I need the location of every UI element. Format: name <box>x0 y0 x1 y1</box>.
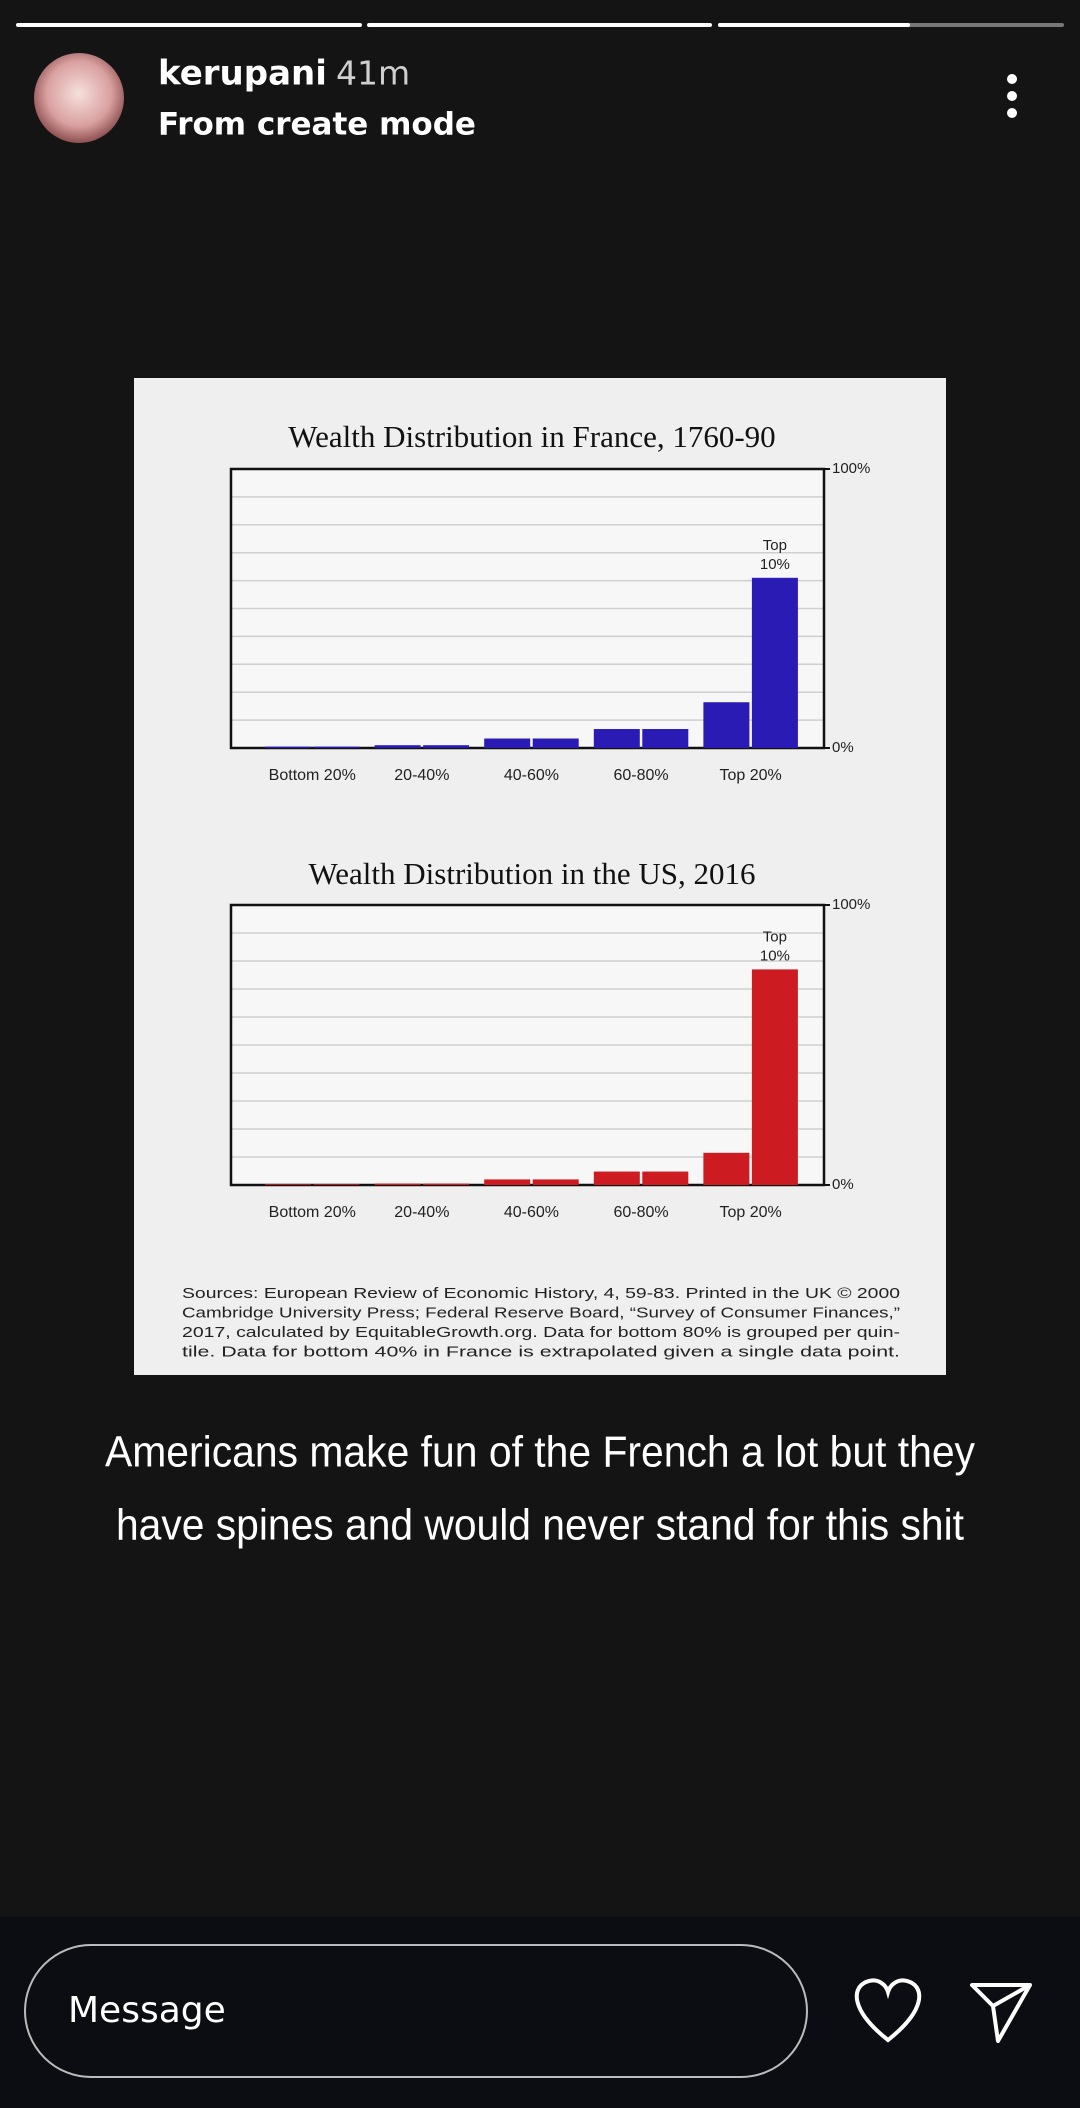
charts: Wealth Distribution in France, 1760-90 0%… <box>229 419 870 1221</box>
menu[interactable] <box>1007 74 1017 118</box>
caption-line: have spines and would never stand for th… <box>116 1501 964 1550</box>
message-input[interactable] <box>24 1944 808 2078</box>
bar <box>374 1183 421 1185</box>
progress-segment <box>367 23 712 27</box>
progress-segment <box>16 23 362 27</box>
x-tick-label: 40-60% <box>504 767 559 784</box>
x-tick-label: 20-40% <box>394 767 449 784</box>
chart-title: Wealth Distribution in France, 1760-90 <box>288 419 775 454</box>
sources-line: tile. Data for bottom 40% in France is e… <box>182 1343 900 1360</box>
message-placeholder[interactable]: Message <box>68 1990 226 2031</box>
annotation: Top <box>763 928 787 945</box>
x-tick-label: 20-40% <box>394 1204 449 1221</box>
time: 41m <box>336 54 410 93</box>
y-tick-label: 100% <box>832 460 870 477</box>
x-tick-label: Top 20% <box>720 1204 782 1221</box>
subtitle: From create mode <box>158 107 476 143</box>
bar <box>642 729 689 748</box>
bar <box>423 745 470 748</box>
y-tick-label: 100% <box>832 896 870 913</box>
sources: Sources: European Review of Economic His… <box>182 1285 900 1361</box>
y-tick-label: 0% <box>832 1176 854 1193</box>
bar <box>374 745 421 748</box>
bar <box>532 1179 579 1185</box>
caption: Americans make fun of the French a lot b… <box>105 1428 975 1550</box>
bar <box>484 1179 531 1185</box>
x-tick-label: 60-80% <box>613 767 668 784</box>
annotation: Top <box>763 537 787 554</box>
bar <box>313 1184 360 1185</box>
username[interactable]: kerupani <box>158 54 327 94</box>
bar <box>751 577 798 748</box>
sources-line: 2017, calculated by EquitableGrowth.org.… <box>182 1324 900 1341</box>
bar <box>423 1183 470 1185</box>
x-tick-label: 40-60% <box>504 1204 559 1221</box>
avatar[interactable] <box>34 53 124 143</box>
bar <box>484 738 531 748</box>
bar <box>265 1184 311 1185</box>
bar <box>593 1171 640 1185</box>
sources-line: Sources: European Review of Economic His… <box>182 1285 900 1302</box>
x-tick-label: Bottom 20% <box>269 1204 356 1221</box>
bar <box>313 746 360 748</box>
annotation: 10% <box>760 556 790 573</box>
bar <box>703 1152 750 1185</box>
bar <box>751 969 798 1185</box>
bar <box>593 729 640 748</box>
send-button[interactable] <box>970 1983 1032 2043</box>
x-tick-label: Bottom 20% <box>269 767 356 784</box>
chart-title: Wealth Distribution in the US, 2016 <box>309 856 756 891</box>
bar <box>642 1171 689 1185</box>
bar <box>703 702 750 748</box>
x-tick-label: 60-80% <box>613 1204 668 1221</box>
y-tick-label: 0% <box>832 739 854 756</box>
bar <box>265 746 311 748</box>
like-button[interactable] <box>854 1978 922 2043</box>
caption-line: Americans make fun of the French a lot b… <box>105 1428 975 1477</box>
x-tick-label: Top 20% <box>720 767 782 784</box>
progress-fill <box>718 23 910 27</box>
annotation: 10% <box>760 947 790 964</box>
bar <box>532 738 579 748</box>
sources-line: Cambridge University Press; Federal Rese… <box>182 1304 900 1321</box>
